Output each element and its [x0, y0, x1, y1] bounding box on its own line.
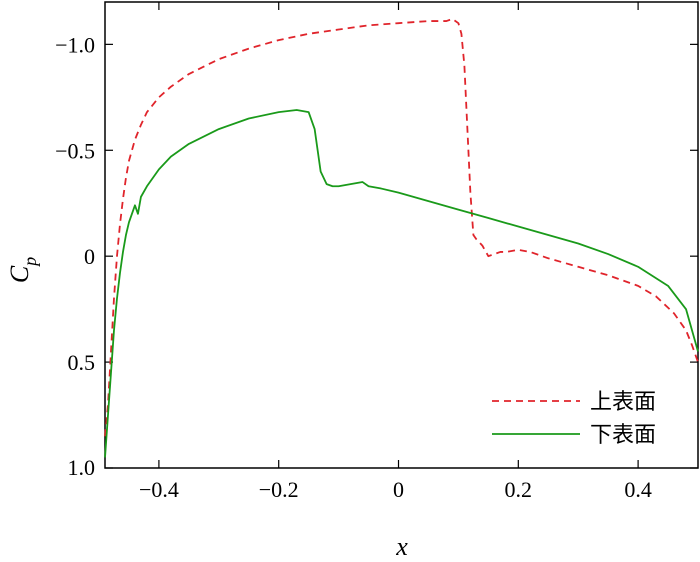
y-tick-label: 0.5 [68, 350, 96, 375]
y-tick-label: 0 [84, 244, 95, 269]
x-tick-label: −0.4 [139, 477, 179, 502]
series-group [104, 18, 699, 458]
legend-label-lower: 下表面 [590, 423, 656, 448]
y-tick-label: −0.5 [55, 138, 95, 163]
x-axis-ticks: −0.4 −0.2 0 0.2 0.4 [139, 2, 652, 502]
legend: 上表面 下表面 [492, 390, 656, 448]
x-tick-label: −0.2 [259, 477, 299, 502]
series-line-lower-surface [104, 109, 699, 458]
legend-label-upper: 上表面 [590, 390, 656, 415]
x-axis-label: x [395, 532, 408, 561]
y-tick-label: 1.0 [68, 455, 96, 480]
y-axis-label-main: C [5, 265, 34, 283]
series-line-upper-surface [104, 18, 699, 437]
svg-text:Cp: Cp [5, 257, 40, 283]
y-tick-label: −1.0 [55, 32, 95, 57]
y-axis-label: Cp [5, 257, 40, 283]
plot-frame [104, 1, 699, 469]
x-tick-label: 0.2 [505, 477, 533, 502]
x-tick-label: 0.4 [624, 477, 652, 502]
x-tick-label: 0 [393, 477, 404, 502]
y-axis-ticks: −1.0 −0.5 0 0.5 1.0 [55, 32, 698, 480]
y-axis-label-sub: p [20, 257, 40, 268]
